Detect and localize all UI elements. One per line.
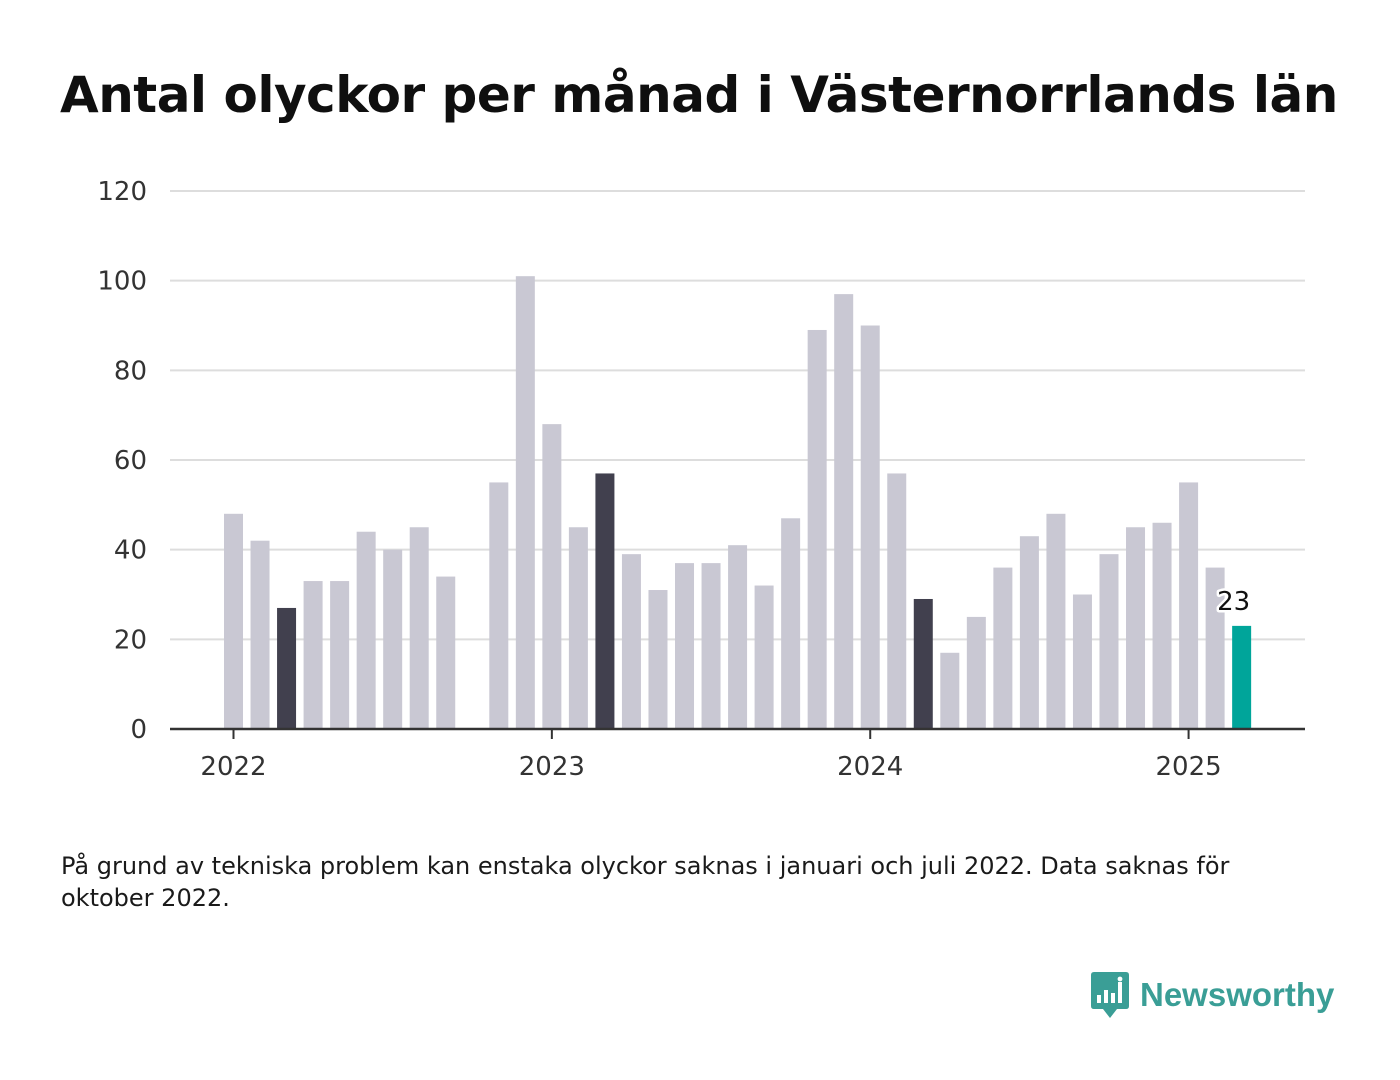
bar	[1126, 527, 1146, 729]
y-tick-label: 100	[97, 267, 147, 297]
bar	[621, 554, 641, 729]
logo-text: Newsworthy	[1140, 976, 1335, 1013]
y-tick-label: 60	[114, 446, 147, 476]
bar	[1019, 536, 1039, 729]
bar	[834, 294, 854, 729]
x-tick-label: 2024	[837, 752, 903, 782]
y-axis-tick-labels: 0 20 40 60 80 100 120	[97, 177, 147, 745]
bar	[754, 585, 774, 729]
bar	[860, 325, 880, 729]
bar-chart: 0 20 40 60 80 100 120 2022 2023 2024 2025 23	[97, 177, 1305, 782]
data-label-current: 23	[1217, 587, 1250, 617]
bar	[1072, 594, 1092, 729]
bar	[1099, 554, 1119, 729]
bar-highlighted	[277, 607, 297, 729]
bar	[887, 473, 907, 729]
bar	[409, 527, 429, 729]
bar	[224, 513, 243, 729]
footnote: På grund av tekniska problem kan enstaka…	[61, 852, 1230, 912]
bar	[728, 545, 748, 729]
x-tick-label: 2022	[200, 752, 266, 782]
chart-title: Antal olyckor per månad i Västernorrland…	[60, 66, 1338, 124]
bar-current-month	[1232, 625, 1252, 729]
newsworthy-logo[interactable]: Newsworthy	[1090, 970, 1334, 1020]
bar	[940, 652, 960, 729]
bar	[303, 581, 323, 729]
bar-highlighted	[913, 598, 933, 729]
bar-chart-speech-bubble-icon	[1091, 972, 1129, 1018]
bar-highlighted	[595, 473, 615, 729]
bar	[542, 424, 562, 729]
x-tick-label: 2023	[519, 752, 585, 782]
y-tick-label: 40	[114, 536, 147, 566]
bar	[807, 329, 827, 729]
bar	[648, 590, 668, 729]
bar	[966, 616, 986, 729]
data-labels: 23	[1215, 584, 1253, 619]
bar	[1205, 567, 1225, 729]
y-tick-label: 20	[114, 625, 147, 655]
bar	[330, 581, 350, 729]
x-tick-label: 2025	[1155, 752, 1221, 782]
bar	[1046, 513, 1066, 729]
bar	[781, 518, 801, 729]
y-tick-label: 80	[114, 356, 147, 386]
bar	[568, 527, 588, 729]
bar	[489, 482, 509, 729]
bar	[250, 540, 270, 729]
bar	[436, 576, 456, 729]
bars	[224, 276, 1252, 729]
bar	[356, 531, 376, 729]
x-axis-ticks: 2022 2023 2024 2025	[200, 729, 1222, 782]
bar	[701, 563, 721, 729]
y-tick-label: 0	[130, 715, 147, 745]
bar	[1152, 522, 1172, 729]
bar	[675, 563, 695, 729]
bar	[383, 549, 403, 729]
bar	[515, 276, 535, 729]
bar	[1179, 482, 1199, 729]
y-tick-label: 120	[97, 177, 147, 207]
bar	[993, 567, 1013, 729]
